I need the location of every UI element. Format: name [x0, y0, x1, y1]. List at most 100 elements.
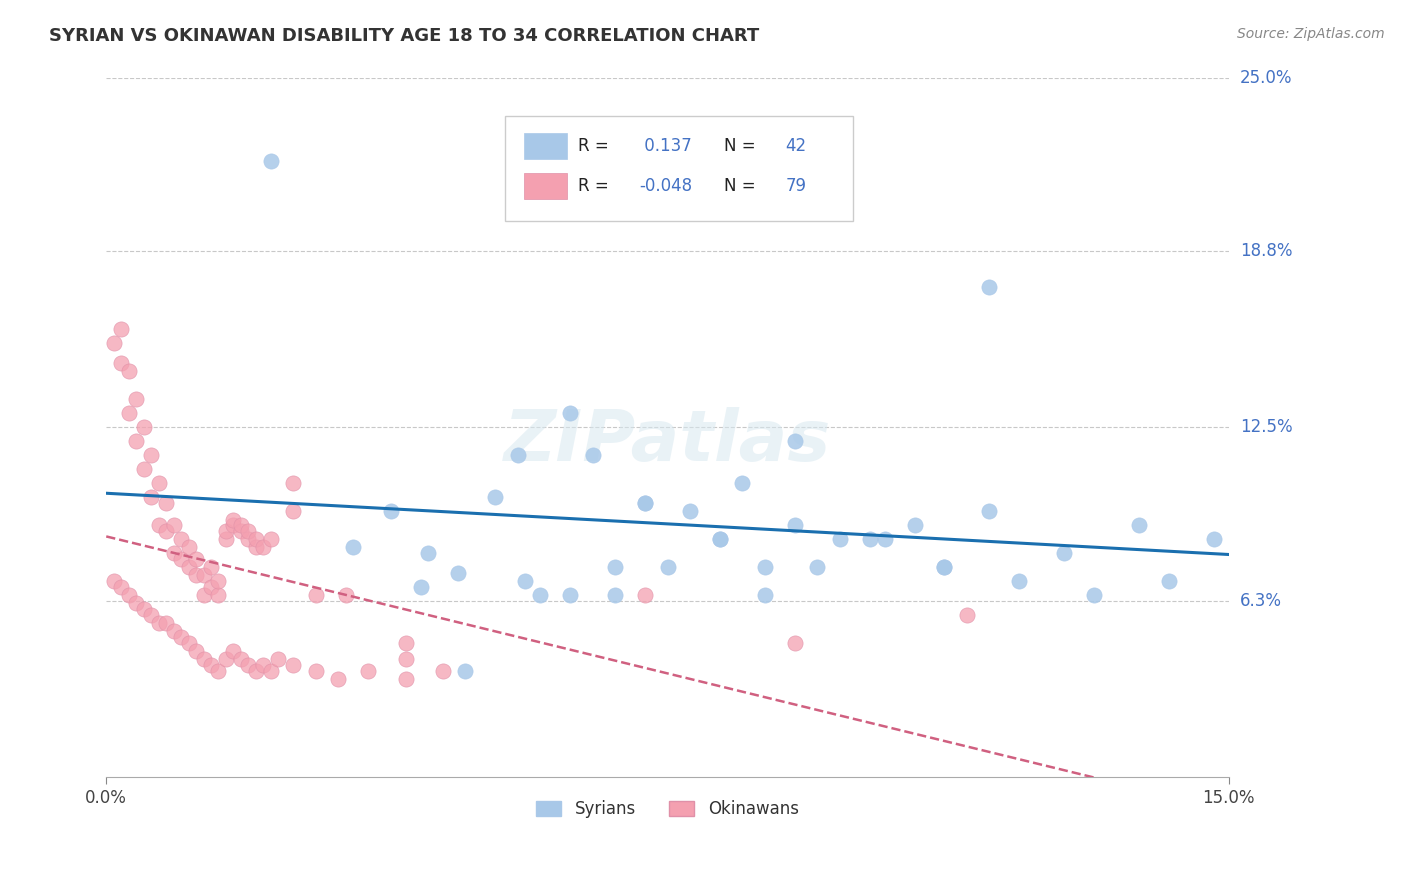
- Point: [394, 672, 416, 686]
- Point: [222, 512, 245, 526]
- Point: [858, 532, 880, 546]
- Point: [193, 568, 215, 582]
- Point: [162, 624, 184, 639]
- Point: [229, 652, 252, 666]
- Point: [193, 588, 215, 602]
- Point: [1202, 532, 1225, 546]
- Point: [125, 392, 148, 407]
- Point: [238, 532, 260, 546]
- Point: [215, 652, 238, 666]
- Text: 6.3%: 6.3%: [1240, 591, 1282, 609]
- Point: [731, 476, 754, 491]
- Point: [245, 541, 267, 555]
- Point: [806, 560, 828, 574]
- Point: [110, 356, 132, 370]
- Point: [357, 664, 380, 678]
- Point: [118, 364, 141, 378]
- Point: [934, 560, 956, 574]
- FancyBboxPatch shape: [524, 133, 567, 160]
- Point: [222, 518, 245, 533]
- Point: [148, 518, 170, 533]
- Point: [110, 580, 132, 594]
- Point: [783, 635, 806, 649]
- Point: [245, 532, 267, 546]
- FancyBboxPatch shape: [505, 116, 853, 221]
- Point: [170, 532, 193, 546]
- Point: [238, 657, 260, 672]
- Point: [215, 532, 238, 546]
- Point: [170, 551, 193, 566]
- Point: [155, 496, 177, 510]
- Point: [754, 560, 776, 574]
- Point: [148, 476, 170, 491]
- Point: [283, 657, 305, 672]
- Point: [200, 580, 222, 594]
- Point: [184, 551, 207, 566]
- Point: [432, 664, 454, 678]
- Point: [207, 588, 229, 602]
- Point: [260, 532, 283, 546]
- FancyBboxPatch shape: [524, 173, 567, 199]
- Point: [193, 652, 215, 666]
- Point: [139, 448, 162, 462]
- Point: [409, 580, 432, 594]
- Point: [454, 664, 477, 678]
- Point: [200, 657, 222, 672]
- Point: [177, 541, 200, 555]
- Point: [828, 532, 851, 546]
- Point: [148, 615, 170, 630]
- Point: [252, 657, 274, 672]
- Point: [139, 607, 162, 622]
- Text: 79: 79: [786, 177, 807, 195]
- Point: [1083, 588, 1105, 602]
- Point: [679, 504, 702, 518]
- Point: [177, 560, 200, 574]
- Text: SYRIAN VS OKINAWAN DISABILITY AGE 18 TO 34 CORRELATION CHART: SYRIAN VS OKINAWAN DISABILITY AGE 18 TO …: [49, 27, 759, 45]
- Point: [634, 588, 657, 602]
- Text: N =: N =: [724, 177, 755, 195]
- Point: [245, 664, 267, 678]
- Point: [103, 336, 125, 351]
- Point: [1128, 518, 1150, 533]
- Point: [283, 476, 305, 491]
- Text: 42: 42: [786, 137, 807, 155]
- Point: [170, 630, 193, 644]
- Point: [267, 652, 290, 666]
- Point: [118, 588, 141, 602]
- Point: [754, 588, 776, 602]
- Point: [515, 574, 537, 588]
- Point: [634, 496, 657, 510]
- Point: [184, 568, 207, 582]
- Point: [132, 602, 155, 616]
- Text: N =: N =: [724, 137, 755, 155]
- Point: [447, 566, 470, 580]
- Text: 12.5%: 12.5%: [1240, 418, 1292, 436]
- Point: [162, 546, 184, 560]
- Point: [252, 541, 274, 555]
- Point: [132, 420, 155, 434]
- Point: [222, 644, 245, 658]
- Legend: Syrians, Okinawans: Syrians, Okinawans: [530, 793, 806, 824]
- Point: [605, 588, 627, 602]
- Point: [305, 664, 328, 678]
- Point: [177, 635, 200, 649]
- Point: [934, 560, 956, 574]
- Point: [132, 462, 155, 476]
- Point: [416, 546, 439, 560]
- Text: -0.048: -0.048: [640, 177, 693, 195]
- Point: [328, 672, 350, 686]
- Point: [783, 434, 806, 449]
- Point: [903, 518, 925, 533]
- Text: 25.0%: 25.0%: [1240, 69, 1292, 87]
- Point: [484, 490, 506, 504]
- Text: Source: ZipAtlas.com: Source: ZipAtlas.com: [1237, 27, 1385, 41]
- Point: [238, 524, 260, 538]
- Point: [560, 588, 582, 602]
- Text: R =: R =: [578, 177, 609, 195]
- Point: [260, 664, 283, 678]
- Point: [207, 664, 229, 678]
- Point: [155, 524, 177, 538]
- Point: [342, 541, 364, 555]
- Text: 18.8%: 18.8%: [1240, 242, 1292, 260]
- Point: [709, 532, 731, 546]
